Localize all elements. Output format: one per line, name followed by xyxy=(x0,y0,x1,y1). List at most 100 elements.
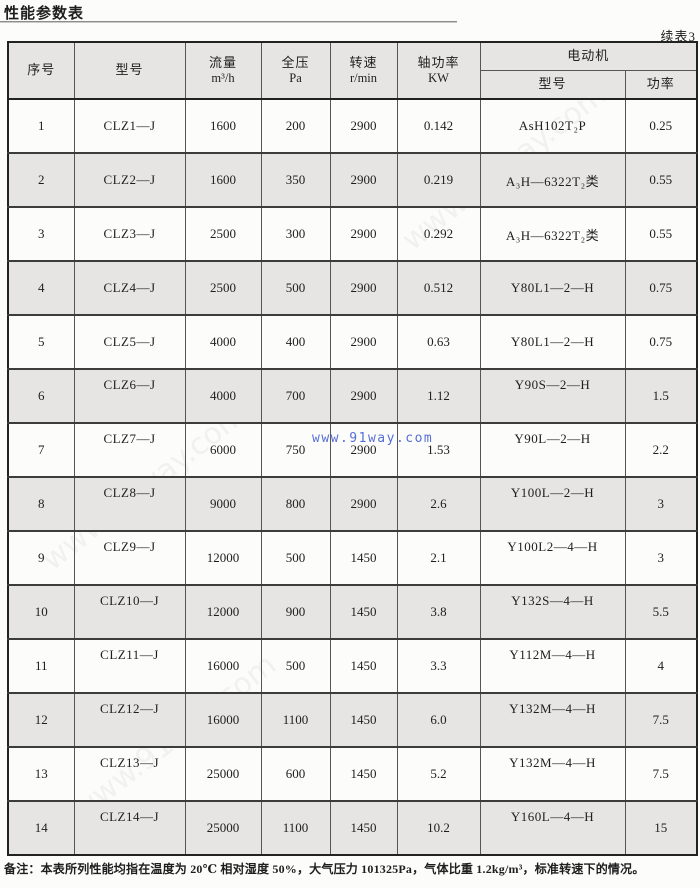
col-header-serial: 序号 xyxy=(7,42,75,100)
table-row: 3 CLZ3—J 2500 300 2900 0.292 A₃H—6322T₂类 0.55 xyxy=(7,206,698,261)
cell-serial: 9 xyxy=(7,530,75,585)
col-header-shaft-power-label: 轴功率 xyxy=(417,54,460,70)
col-header-speed-label: 转速 xyxy=(349,54,378,70)
cell-shaft-power: 3.8 xyxy=(396,584,481,639)
col-header-pressure: 全压 Pa xyxy=(260,42,331,100)
cell-serial: 8 xyxy=(7,476,75,531)
cell-speed: 2900 xyxy=(329,476,398,531)
cell-motor-power: 3 xyxy=(624,476,698,531)
cell-shaft-power: 6.0 xyxy=(396,692,481,747)
table-row: 8 CLZ8—J 9000 800 2900 2.6 Y100L—2—H 3 xyxy=(7,476,698,531)
cell-serial: 11 xyxy=(7,638,75,693)
cell-model: CLZ7—J xyxy=(73,422,186,477)
cell-pressure: 1100 xyxy=(260,800,331,855)
cell-shaft-power: 0.219 xyxy=(396,152,481,207)
cell-flow: 16000 xyxy=(184,692,262,747)
cell-serial: 2 xyxy=(7,152,75,207)
cell-serial: 1 xyxy=(7,98,75,153)
page-title: 性能参数表 xyxy=(4,5,85,22)
col-header-speed-unit: r/min xyxy=(349,70,378,85)
table-row: 9 CLZ9—J 12000 500 1450 2.1 Y100L2—4—H 3 xyxy=(7,530,698,585)
cell-motor-model: Y112M—4—H xyxy=(479,638,626,693)
table-row: 4 CLZ4—J 2500 500 2900 0.512 Y80L1—2—H 0.75 xyxy=(7,260,698,315)
performance-parameters-table: 序号 型号 流量 m³/h 全压 Pa 转速 r/min 轴 xyxy=(7,41,699,856)
cell-model: CLZ13—J xyxy=(73,746,186,801)
cell-model: CLZ4—J xyxy=(73,260,186,315)
cell-pressure: 200 xyxy=(260,98,331,153)
cell-shaft-power: 5.2 xyxy=(396,746,481,801)
cell-model: CLZ9—J xyxy=(73,530,186,585)
table-body: 1 CLZ1—J 1600 200 2900 0.142 AsH102T₂P 0.25 2 CLZ… xyxy=(7,98,698,855)
cell-shaft-power: 0.142 xyxy=(396,98,481,153)
cell-motor-model: Y100L—2—H xyxy=(479,476,626,531)
cell-motor-power: 3 xyxy=(624,530,698,585)
col-header-flow-unit: m³/h xyxy=(211,70,235,85)
cell-speed: 1450 xyxy=(329,800,398,855)
cell-motor-model: Y100L2—4—H xyxy=(479,530,626,585)
cell-motor-power: 7.5 xyxy=(624,692,698,747)
col-header-motor-power: 功率 xyxy=(624,69,698,100)
col-header-flow: 流量 m³/h xyxy=(184,42,262,100)
cell-model: CLZ1—J xyxy=(73,98,186,153)
cell-pressure: 600 xyxy=(260,746,331,801)
table-row: 5 CLZ5—J 4000 400 2900 0.63 Y80L1—2—H 0.75 xyxy=(7,314,698,369)
table-row: 2 CLZ2—J 1600 350 2900 0.219 A₃H—6322T₂类 0.55 xyxy=(7,152,698,207)
cell-flow: 16000 xyxy=(184,638,262,693)
cell-serial: 4 xyxy=(7,260,75,315)
col-header-shaft-power: 轴功率 KW xyxy=(396,42,481,100)
cell-pressure: 300 xyxy=(260,206,331,261)
cell-serial: 3 xyxy=(7,206,75,261)
cell-pressure: 700 xyxy=(260,368,331,423)
cell-speed: 2900 xyxy=(329,152,398,207)
cell-motor-model: Y80L1—2—H xyxy=(479,314,626,369)
col-header-model: 型号 xyxy=(73,42,186,100)
cell-pressure: 500 xyxy=(260,638,331,693)
cell-speed: 1450 xyxy=(329,746,398,801)
cell-motor-model: Y132M—4—H xyxy=(479,692,626,747)
cell-speed: 1450 xyxy=(329,584,398,639)
col-header-shaft-power-unit: KW xyxy=(428,70,449,85)
cell-model: CLZ8—J xyxy=(73,476,186,531)
cell-model: CLZ12—J xyxy=(73,692,186,747)
cell-motor-power: 0.55 xyxy=(624,152,698,207)
cell-motor-model: Y132S—4—H xyxy=(479,584,626,639)
table-row: 11 CLZ11—J 16000 500 1450 3.3 Y112M—4—H 4 xyxy=(7,638,698,693)
cell-shaft-power: 0.63 xyxy=(396,314,481,369)
col-header-flow-label: 流量 xyxy=(208,54,237,70)
cell-motor-power: 1.5 xyxy=(624,368,698,423)
cell-speed: 1450 xyxy=(329,692,398,747)
cell-flow: 2500 xyxy=(184,206,262,261)
cell-speed: 2900 xyxy=(329,422,398,477)
cell-serial: 7 xyxy=(7,422,75,477)
col-header-model-label: 型号 xyxy=(115,62,144,78)
cell-motor-model: Y80L1—2—H xyxy=(479,260,626,315)
title-underline xyxy=(0,21,457,23)
cell-pressure: 750 xyxy=(260,422,331,477)
cell-flow: 25000 xyxy=(184,746,262,801)
cell-model: CLZ6—J xyxy=(73,368,186,423)
cell-model: CLZ2—J xyxy=(73,152,186,207)
table-row: 6 CLZ6—J 4000 700 2900 1.12 Y90S—2—H 1.5 xyxy=(7,368,698,423)
table-row: 12 CLZ12—J 16000 1100 1450 6.0 Y132M—4—H 7.5 xyxy=(7,692,698,747)
cell-serial: 13 xyxy=(7,746,75,801)
cell-pressure: 500 xyxy=(260,530,331,585)
cell-motor-model: Y90L—2—H xyxy=(479,422,626,477)
cell-motor-power: 0.75 xyxy=(624,260,698,315)
cell-motor-model: A₃H—6322T₂类 xyxy=(479,206,626,261)
col-header-pressure-label: 全压 xyxy=(281,54,310,70)
cell-speed: 2900 xyxy=(329,368,398,423)
cell-motor-power: 0.55 xyxy=(624,206,698,261)
cell-flow: 12000 xyxy=(184,584,262,639)
cell-flow: 2500 xyxy=(184,260,262,315)
cell-motor-power: 0.25 xyxy=(624,98,698,153)
cell-speed: 1450 xyxy=(329,638,398,693)
cell-model: CLZ11—J xyxy=(73,638,186,693)
cell-pressure: 500 xyxy=(260,260,331,315)
cell-model: CLZ10—J xyxy=(73,584,186,639)
cell-pressure: 900 xyxy=(260,584,331,639)
cell-motor-model: Y160L—4—H xyxy=(479,800,626,855)
cell-serial: 12 xyxy=(7,692,75,747)
cell-motor-power: 4 xyxy=(624,638,698,693)
cell-motor-model: A₃H—6322T₂类 xyxy=(479,152,626,207)
